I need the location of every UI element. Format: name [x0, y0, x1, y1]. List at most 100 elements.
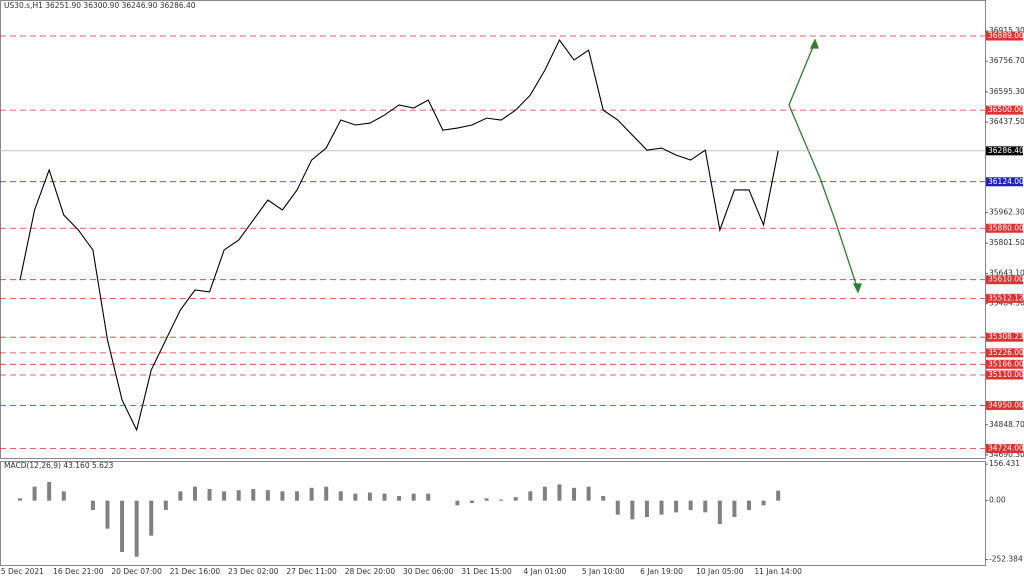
macd-bar: [295, 491, 300, 501]
macd-bar: [149, 500, 154, 536]
level-tag: [986, 332, 1023, 342]
x-tick-label: 21 Dec 16:00: [170, 567, 221, 576]
x-tick-label: 15 Dec 2021: [0, 567, 44, 576]
level-tag: [986, 359, 1023, 369]
macd-bar: [353, 493, 358, 501]
macd-bar: [236, 490, 241, 501]
y-tick-label: 35643.10: [989, 268, 1024, 277]
macd-bar: [528, 491, 533, 501]
macd-bar: [222, 491, 227, 501]
macd-bar: [630, 500, 635, 520]
level-label: 35308.23: [988, 332, 1024, 341]
y-tick-label: 34690.30: [989, 450, 1024, 459]
arrow-down: [788, 104, 821, 179]
arrow-down: [834, 219, 859, 291]
macd-bar: [513, 497, 518, 501]
macd-bar: [411, 493, 416, 501]
level-tag: [986, 275, 1023, 285]
level-tag: [986, 105, 1023, 115]
macd-bar: [542, 486, 547, 501]
y-tick-label: 36595.30: [989, 87, 1024, 96]
y-tick-label: -252.384: [989, 555, 1023, 564]
macd-bar: [586, 486, 591, 501]
macd-bar: [367, 492, 372, 501]
macd-bar: [426, 493, 431, 501]
macd-bar: [674, 500, 679, 513]
y-tick-label: 35962.30: [989, 208, 1024, 217]
x-tick-label: 20 Dec 07:00: [111, 567, 162, 576]
macd-bar: [251, 489, 256, 501]
level-label: 36500.00: [988, 105, 1024, 114]
macd-bar: [761, 500, 766, 506]
macd-bar: [61, 491, 66, 501]
macd-title: MACD(12,26,9) 43.160 5.623: [4, 461, 114, 470]
level-tag: [986, 400, 1023, 410]
macd-bar: [338, 491, 343, 501]
level-label: 35610.00: [988, 275, 1024, 284]
macd-bar: [717, 500, 722, 524]
macd-bar: [105, 500, 110, 529]
macd-bar: [747, 500, 751, 510]
macd-bar: [163, 500, 168, 510]
macd-bar: [265, 490, 270, 501]
macd-bar: [32, 486, 37, 501]
x-tick-label: 23 Dec 02:00: [228, 567, 279, 576]
macd-bar: [192, 486, 197, 501]
level-label: 36889.00: [988, 31, 1024, 40]
macd-bar: [324, 486, 329, 501]
x-tick-label: 11 Jan 14:00: [754, 567, 802, 576]
macd-bar: [484, 498, 489, 501]
y-tick-label: 34848.70: [989, 420, 1024, 429]
macd-bar: [397, 496, 402, 501]
level-label: 35880.00: [988, 223, 1024, 232]
macd-bar: [688, 500, 693, 510]
level-tag: [986, 31, 1023, 41]
level-label: 35110.00: [988, 370, 1024, 379]
macd-bar: [134, 500, 139, 557]
level-label: 35512.12: [988, 293, 1024, 302]
macd-bar: [572, 487, 577, 501]
macd-bar: [644, 500, 649, 517]
y-tick-label: 35801.50: [989, 238, 1024, 247]
x-tick-label: 5 Jan 10:00: [582, 567, 625, 576]
macd-bar: [120, 500, 125, 552]
macd-bar: [455, 500, 460, 506]
level-label: 34950.00: [988, 400, 1024, 409]
level-label: 34724.00: [988, 444, 1024, 453]
level-tag: [986, 146, 1023, 156]
macd-bar: [776, 490, 781, 501]
level-tag: [986, 370, 1023, 380]
macd-pane: [0, 461, 986, 566]
y-tick-label: 0.00: [989, 496, 1006, 505]
y-tick-label: 156.431: [989, 459, 1020, 468]
x-tick-label: 30 Dec 06:00: [403, 567, 454, 576]
macd-bar: [499, 499, 504, 501]
macd-bar: [178, 491, 183, 501]
macd-bar: [703, 500, 708, 513]
price-line: [19, 38, 779, 432]
level-tag: [986, 444, 1023, 454]
y-tick-label: 35484.30: [989, 299, 1024, 308]
macd-bar: [659, 500, 664, 515]
macd-bar: [47, 482, 52, 501]
level-tag: [986, 293, 1023, 303]
macd-bar: [382, 493, 387, 501]
forecast-arrows: [788, 38, 862, 294]
chart-title: US30.s,H1 36251.90 36300.90 36246.90 362…: [4, 1, 196, 10]
level-tag: [986, 177, 1023, 187]
x-tick-label: 28 Dec 20:00: [345, 567, 396, 576]
macd-bar: [207, 489, 212, 501]
price-pane: [0, 0, 986, 459]
macd-bar: [732, 500, 737, 517]
y-tick-label: 36915.30: [989, 26, 1024, 35]
level-label: 35166.00: [988, 359, 1024, 368]
macd-bar: [18, 498, 22, 501]
macd-bar: [469, 500, 474, 503]
macd-bar: [601, 496, 606, 501]
arrow-head: [809, 38, 819, 49]
macd-bar: [615, 500, 620, 515]
x-tick-label: 10 Jan 05:00: [696, 567, 744, 576]
